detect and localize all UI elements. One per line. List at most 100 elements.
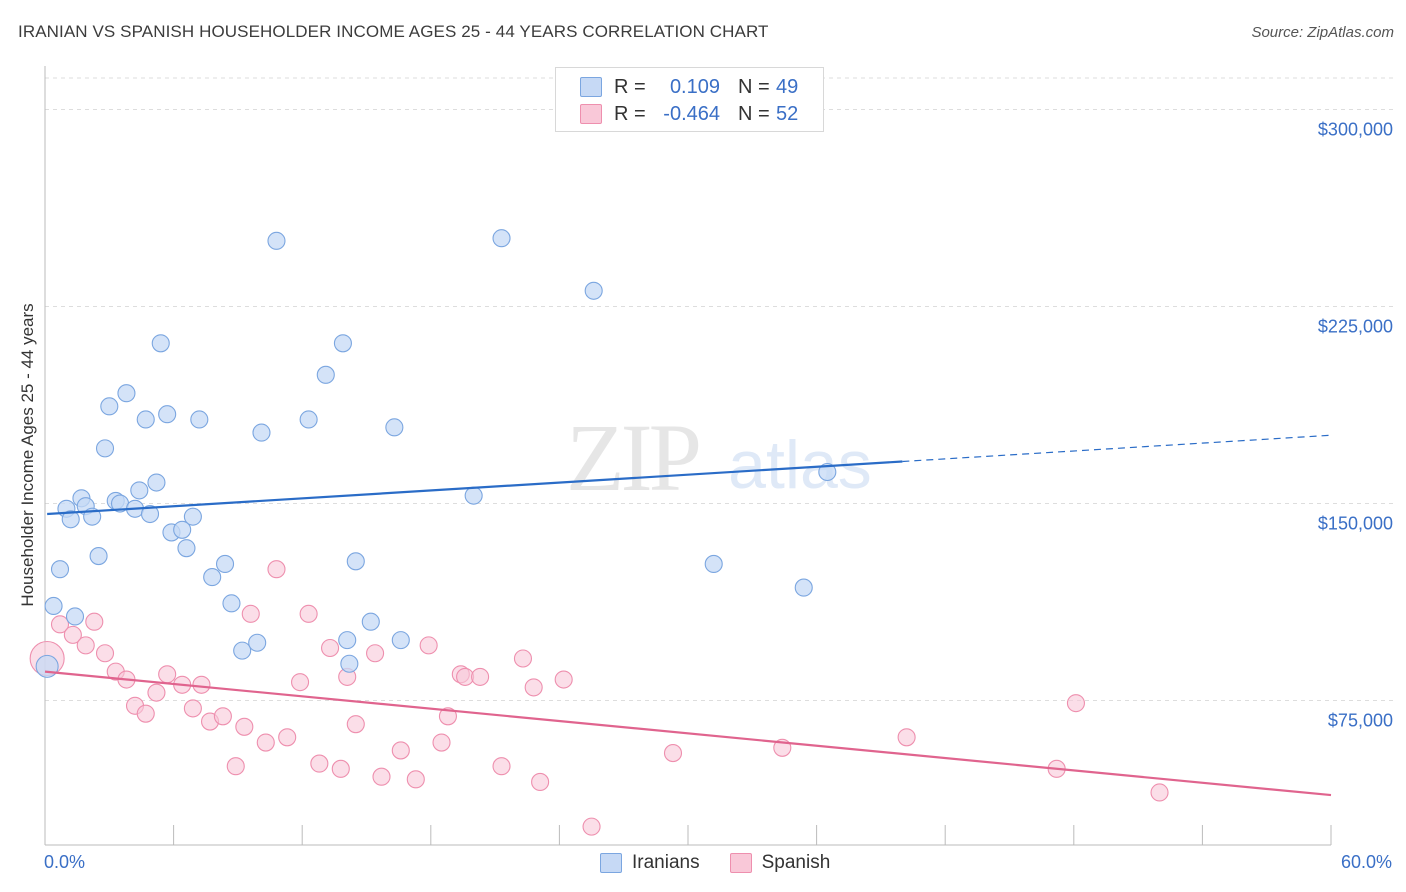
iranian-point bbox=[140, 504, 160, 524]
data-points bbox=[29, 229, 1169, 836]
spanish-point bbox=[1150, 783, 1169, 802]
iranian-point bbox=[177, 539, 196, 558]
iranian-point bbox=[299, 410, 318, 429]
iranian-point bbox=[464, 486, 483, 505]
spanish-point bbox=[76, 636, 95, 655]
spanish-point bbox=[531, 772, 550, 792]
spanish-point bbox=[331, 759, 350, 778]
iranian-point bbox=[117, 384, 136, 403]
legend-r-label: R = bbox=[614, 102, 646, 125]
iranian-point bbox=[61, 510, 80, 529]
legend-n-label: N = bbox=[738, 102, 770, 125]
series-legend-iranians: Iranians bbox=[600, 852, 700, 874]
iranian-point bbox=[333, 334, 352, 353]
spanish-point bbox=[267, 560, 286, 579]
iranian-point bbox=[248, 633, 267, 652]
spanish-point bbox=[366, 644, 385, 663]
iranian-point bbox=[704, 554, 723, 573]
series-legend-label: Iranians bbox=[632, 852, 700, 873]
x-tick-label-min: 0.0% bbox=[44, 852, 86, 872]
spanish-point bbox=[582, 817, 601, 836]
spanish-point bbox=[136, 704, 155, 723]
y-tick-label: $225,000 bbox=[1318, 317, 1393, 337]
iranian-point bbox=[158, 405, 177, 424]
watermark-zip: ZIP bbox=[566, 404, 699, 511]
iranians-trend-line bbox=[47, 460, 903, 516]
iranian-point bbox=[190, 410, 209, 429]
spanish-point bbox=[213, 707, 232, 726]
y-tick-label: $75,000 bbox=[1328, 711, 1393, 731]
source-label: Source: ZipAtlas.com bbox=[1251, 24, 1394, 41]
trend-lines bbox=[44, 434, 1332, 797]
iranian-point bbox=[346, 552, 365, 571]
legend-swatch-spanish bbox=[580, 104, 602, 124]
spanish-point bbox=[391, 741, 410, 760]
legend-r-value: -0.464 bbox=[663, 102, 720, 125]
iranian-point bbox=[50, 560, 70, 579]
iranian-point bbox=[233, 641, 252, 660]
legend-row-iranians: R = 0.109 N = 49 bbox=[580, 75, 798, 99]
legend-r-label: R = bbox=[614, 75, 646, 98]
iranian-point bbox=[361, 612, 380, 631]
iranian-point bbox=[222, 594, 241, 613]
iranian-point bbox=[338, 631, 357, 650]
iranian-point bbox=[340, 654, 359, 673]
axes bbox=[44, 66, 1332, 846]
iranian-point bbox=[215, 554, 235, 573]
spanish-point bbox=[278, 728, 297, 747]
correlation-legend: R = 0.109 N = 49 R = -0.464 N = 52 bbox=[555, 67, 824, 132]
iranians-trend-extension bbox=[902, 434, 1332, 463]
spanish-point bbox=[95, 644, 115, 663]
spanish-point bbox=[346, 715, 365, 734]
spanish-trend-line bbox=[44, 670, 1332, 797]
spanish-point bbox=[310, 754, 329, 773]
iranian-point bbox=[44, 596, 63, 616]
iranian-point bbox=[173, 520, 192, 539]
y-tick-labels: $75,000 $150,000 $225,000 $300,000 bbox=[1318, 120, 1393, 731]
iranian-point bbox=[136, 410, 155, 429]
iranian-point bbox=[100, 397, 119, 416]
spanish-point bbox=[456, 667, 475, 686]
legend-r-value: 0.109 bbox=[669, 75, 720, 98]
spanish-point bbox=[432, 733, 451, 752]
spanish-point bbox=[554, 670, 573, 689]
iranian-point bbox=[35, 654, 59, 678]
spanish-point bbox=[419, 636, 438, 655]
spanish-point bbox=[158, 665, 177, 684]
iranian-point bbox=[130, 481, 149, 500]
spanish-point bbox=[321, 638, 340, 658]
legend-row-spanish: R = -0.464 N = 52 bbox=[580, 102, 798, 126]
series-legend-label: Spanish bbox=[761, 852, 831, 873]
iranian-point bbox=[391, 631, 410, 650]
iranian-point bbox=[203, 568, 222, 587]
spanish-point bbox=[299, 604, 318, 623]
spanish-point bbox=[50, 615, 70, 634]
iranian-point bbox=[267, 231, 286, 250]
spanish-point bbox=[183, 699, 202, 718]
iranian-point bbox=[183, 507, 202, 526]
spanish-point bbox=[85, 612, 104, 631]
iranian-point bbox=[316, 365, 335, 384]
spanish-point bbox=[63, 625, 82, 644]
spanish-point bbox=[663, 744, 683, 763]
spanish-point bbox=[241, 604, 260, 623]
spanish-point bbox=[291, 673, 310, 692]
legend-swatch-iranians bbox=[580, 77, 602, 97]
spanish-point bbox=[897, 728, 916, 747]
spanish-point bbox=[406, 770, 425, 789]
iranian-point bbox=[818, 462, 837, 482]
spanish-point bbox=[256, 733, 275, 752]
legend-n-value: 49 bbox=[776, 75, 799, 98]
y-tick-label: $300,000 bbox=[1318, 120, 1393, 140]
series-legend-spanish: Spanish bbox=[729, 852, 831, 874]
legend-n-label: N = bbox=[738, 75, 770, 98]
series-legend: Iranians Spanish bbox=[600, 852, 860, 874]
iranian-point bbox=[385, 418, 404, 437]
spanish-point bbox=[1066, 694, 1085, 713]
iranian-point bbox=[584, 281, 603, 300]
spanish-point bbox=[192, 675, 211, 694]
spanish-point bbox=[438, 707, 457, 726]
legend-swatch-iranians bbox=[600, 853, 622, 873]
watermark: ZIP atlas bbox=[566, 404, 872, 511]
x-tick-label-max: 60.0% bbox=[1340, 852, 1392, 872]
